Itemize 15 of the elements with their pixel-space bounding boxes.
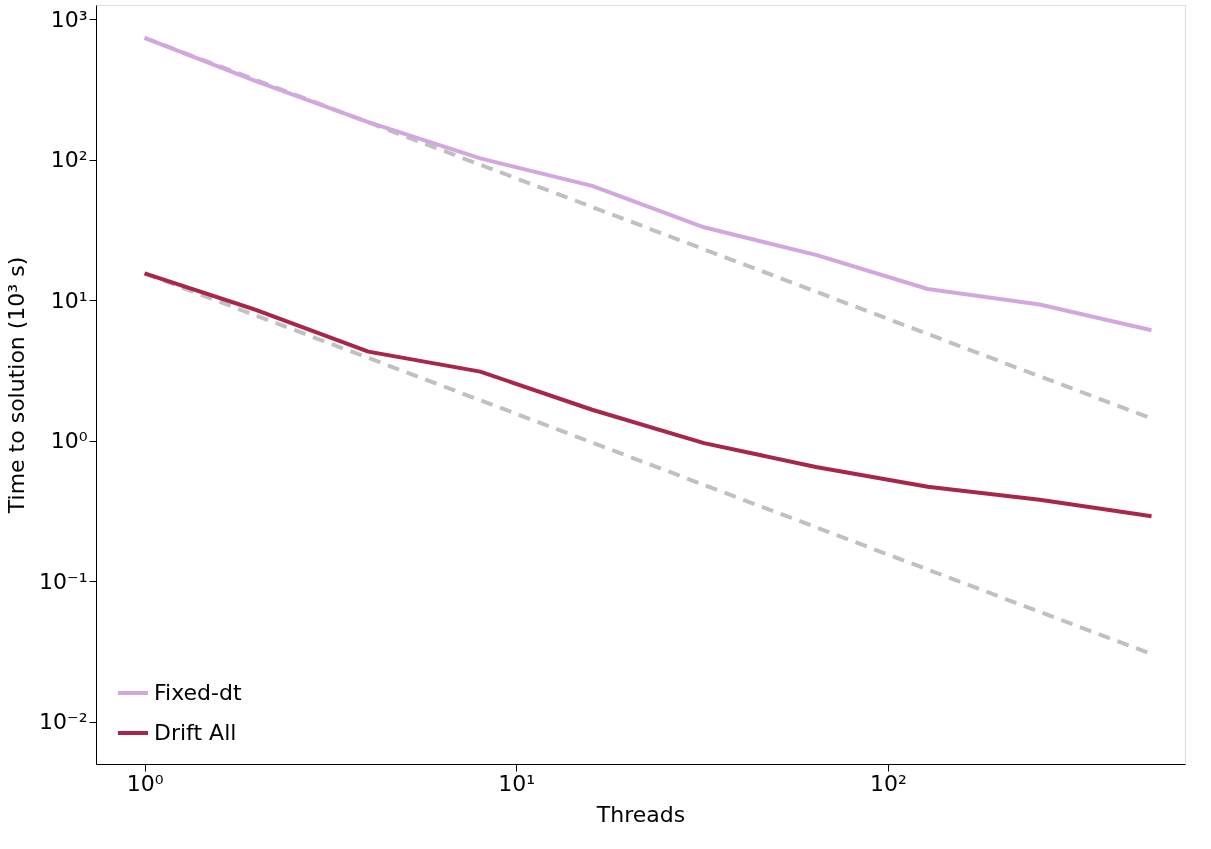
y-tick-label: 10¹ bbox=[50, 287, 88, 313]
legend-label: Fixed-dt bbox=[154, 680, 242, 705]
x-tick-label: 10⁰ bbox=[126, 770, 164, 796]
line-series bbox=[142, 271, 1154, 519]
y-axis-title: Time to solution (10³ s) bbox=[4, 256, 30, 515]
y-tick-label: 10⁻² bbox=[39, 709, 88, 735]
y-tick-label: 10⁰ bbox=[50, 428, 88, 454]
x-tick-label: 10¹ bbox=[498, 770, 536, 796]
y-tick-label: 10³ bbox=[50, 6, 88, 32]
x-axis-title: Threads bbox=[595, 801, 686, 827]
y-tick-label: 10⁻¹ bbox=[39, 568, 88, 594]
line-series bbox=[142, 35, 1154, 333]
legend-label: Drift All bbox=[154, 720, 237, 745]
y-tick-label: 10² bbox=[50, 147, 88, 173]
x-tick-label: 10² bbox=[870, 770, 907, 796]
